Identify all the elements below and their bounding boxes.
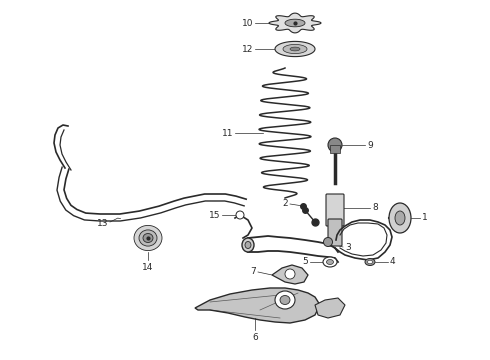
Text: 14: 14 (142, 263, 154, 272)
Ellipse shape (326, 260, 334, 265)
Text: 2: 2 (282, 199, 288, 208)
Polygon shape (290, 47, 300, 51)
Ellipse shape (395, 211, 405, 225)
Polygon shape (195, 288, 320, 323)
Text: 8: 8 (372, 203, 378, 212)
Ellipse shape (280, 296, 290, 305)
Polygon shape (275, 41, 315, 57)
Text: 13: 13 (97, 219, 108, 228)
Text: 5: 5 (302, 257, 308, 266)
Ellipse shape (275, 291, 295, 309)
Polygon shape (315, 298, 345, 318)
Polygon shape (285, 19, 305, 27)
Polygon shape (269, 13, 321, 33)
Text: 3: 3 (345, 243, 351, 252)
FancyBboxPatch shape (328, 219, 342, 246)
Ellipse shape (236, 211, 244, 219)
Text: 1: 1 (422, 213, 428, 222)
Ellipse shape (323, 257, 337, 267)
Polygon shape (330, 145, 340, 153)
Text: 11: 11 (221, 129, 233, 138)
Text: 4: 4 (390, 257, 395, 266)
Ellipse shape (143, 234, 153, 243)
Text: 7: 7 (250, 267, 256, 276)
Ellipse shape (242, 238, 254, 252)
Ellipse shape (368, 260, 372, 264)
Ellipse shape (134, 225, 162, 251)
Ellipse shape (139, 230, 157, 246)
Ellipse shape (389, 203, 411, 233)
Ellipse shape (245, 242, 251, 248)
Polygon shape (283, 44, 307, 54)
Text: 10: 10 (242, 18, 253, 27)
Text: 6: 6 (252, 333, 258, 342)
Text: 9: 9 (367, 140, 373, 149)
Ellipse shape (365, 258, 375, 266)
Ellipse shape (285, 269, 295, 279)
Ellipse shape (323, 238, 333, 247)
Ellipse shape (328, 138, 342, 152)
Polygon shape (272, 265, 308, 284)
Text: 12: 12 (242, 45, 253, 54)
Text: 15: 15 (209, 211, 220, 220)
FancyBboxPatch shape (326, 194, 344, 226)
